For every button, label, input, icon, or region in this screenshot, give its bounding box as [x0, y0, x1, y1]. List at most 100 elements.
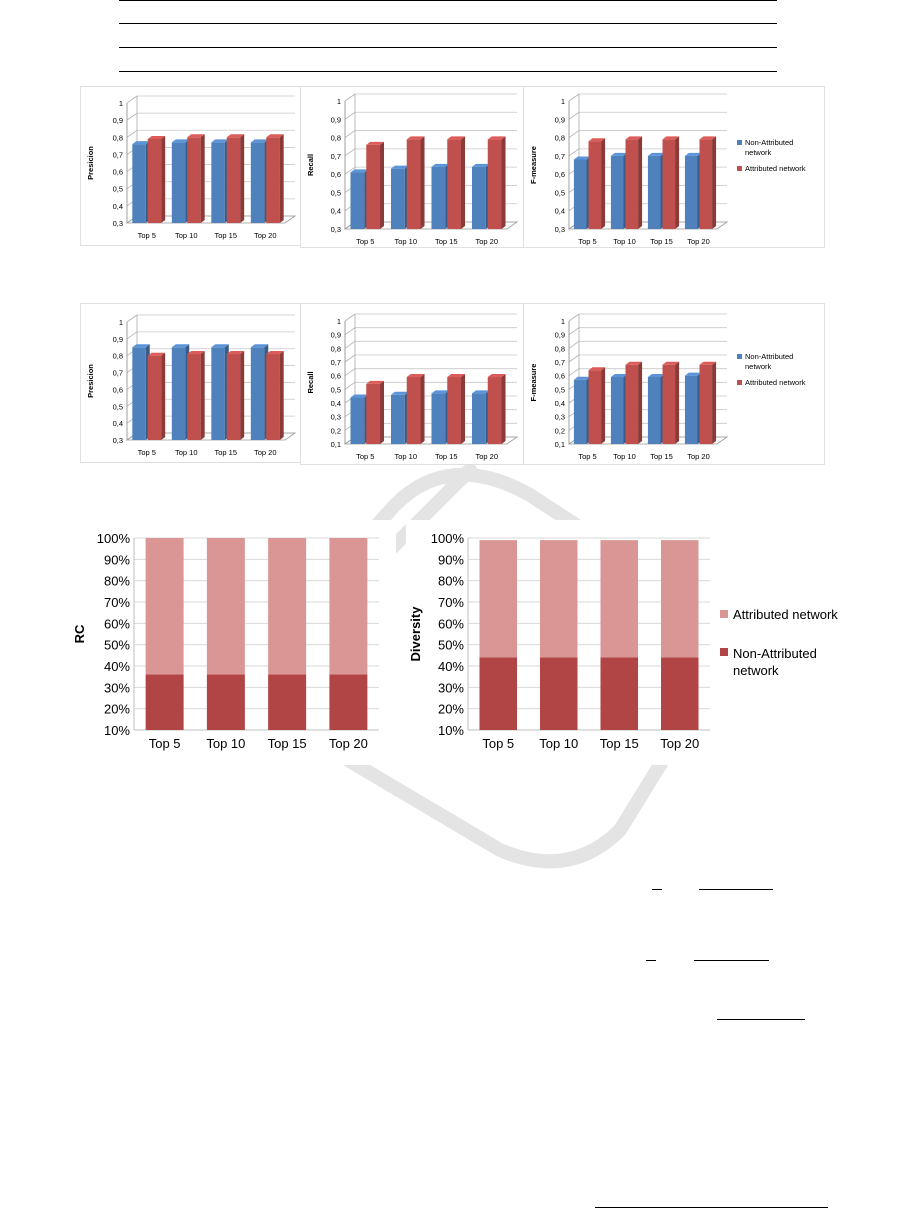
equation-fraction-bar [699, 889, 773, 890]
legend-swatch [737, 380, 742, 385]
bar-top [250, 139, 269, 143]
bar-top [662, 361, 680, 365]
y-axis-title: Recall [306, 371, 315, 393]
bar-front [266, 354, 280, 440]
bar-segment-non-attributed [479, 657, 518, 730]
x-tick-label: Top 15 [600, 736, 639, 751]
y-tick-label: 0,5 [555, 188, 565, 197]
bar-side [161, 136, 166, 223]
legend-swatch [720, 610, 728, 618]
gridline-diagonal [344, 354, 356, 363]
y-axis-title: Presicion [86, 364, 95, 398]
bar-front [447, 377, 462, 444]
bar-front [226, 137, 241, 223]
x-tick-label: Top 5 [149, 736, 181, 751]
legend-label: Attributed network [745, 378, 806, 387]
bar-top [699, 361, 717, 365]
bar-top [487, 136, 506, 140]
equation-fraction-bar [652, 889, 662, 890]
y-tick-label: 1 [119, 318, 123, 327]
bar-side [200, 351, 205, 440]
chart-recall-top: 0,3 0,4 0,5 0,6 0,7 0,8 0,9 1 Recall Top 5 Top 10 T… [300, 86, 528, 248]
y-tick-label: 0,5 [331, 385, 341, 394]
x-tick-label: Top 5 [482, 736, 514, 751]
y-tick-label: 0,3 [113, 436, 123, 445]
bar-front [647, 377, 661, 444]
bar-top [471, 390, 490, 394]
bar-top [487, 374, 506, 378]
gridline-diagonal [344, 327, 356, 335]
y-axis-title: Presicion [86, 146, 95, 180]
gridline-diagonal [126, 129, 138, 138]
bar-front [132, 144, 146, 223]
gridline-diagonal [126, 112, 138, 121]
gridline-diagonal [344, 382, 356, 390]
x-tick-label: Top 5 [578, 452, 596, 461]
y-tick-label: 0,9 [555, 115, 565, 124]
bar-front [226, 354, 241, 440]
bar-segment-attributed [479, 540, 518, 658]
chart-svg: 10% 20% 30% 40% 50% 60% 70% 80% 90% 100% Diversity… [408, 531, 838, 751]
bar-front [187, 354, 201, 440]
chart-recall-bottom: 0,1 0,2 0,3 0,4 0,5 0,6 0,7 0,8 0,9 1 Recall Top 5 T… [300, 303, 528, 465]
y-tick-label: 0,8 [113, 352, 123, 361]
bar-top [211, 139, 229, 143]
bar-segment-attributed [268, 538, 307, 675]
gridline-diagonal [568, 111, 580, 120]
bar-front [662, 139, 676, 229]
bar-front [447, 139, 462, 229]
bar-front [431, 166, 446, 229]
bar-front [390, 168, 405, 229]
y-tick-label: 80% [104, 574, 130, 589]
bar-front [588, 141, 602, 229]
bar-top [573, 156, 591, 160]
bar-top [610, 152, 628, 156]
bar-front [147, 139, 162, 223]
y-tick-label: 50% [104, 638, 130, 653]
y-tick-label: 40% [438, 659, 464, 674]
x-tick-label: Top 10 [613, 452, 636, 461]
y-tick-label: 0,9 [555, 331, 565, 340]
gridline-diagonal [126, 331, 138, 340]
legend-label-cont: network [733, 663, 779, 678]
bar-side [380, 380, 385, 444]
legend-label: Attributed network [745, 164, 806, 173]
bar-top [447, 374, 466, 378]
x-tick-label: Top 15 [214, 448, 237, 457]
y-tick-label: 1 [561, 97, 565, 106]
x-tick-label: Top 5 [356, 452, 374, 461]
y-tick-label: 80% [438, 574, 464, 589]
bar-top [132, 344, 150, 348]
y-tick-label: 0,6 [331, 170, 341, 179]
bar-front [250, 142, 265, 223]
bar-segment-attributed [206, 538, 245, 675]
y-axis-title: Recall [306, 154, 315, 176]
bar-side [279, 134, 284, 223]
legend-swatch [737, 354, 742, 359]
y-axis-title: F-measure [529, 364, 538, 402]
gridline-diagonal [344, 341, 356, 349]
bar-front [350, 172, 365, 229]
y-tick-label: 0,3 [331, 413, 341, 422]
bar-segment-attributed [600, 540, 639, 658]
bar-side [461, 374, 466, 444]
bar-side [712, 361, 717, 444]
y-tick-label: 0,6 [555, 372, 565, 381]
bar-top [390, 165, 409, 169]
chart-svg: 0,1 0,2 0,3 0,4 0,5 0,6 0,7 0,8 0,9 1 Recall Top 5 T… [306, 313, 519, 461]
legend-label: Non-Attributed [733, 646, 817, 661]
y-tick-label: 20% [104, 702, 130, 717]
bar-side [675, 361, 680, 444]
bar-segment-non-attributed [660, 657, 699, 730]
bar-top [171, 139, 190, 143]
chart-rc: 10% 20% 30% 40% 50% 60% 70% 80% 90% 100% RC Top 5 To… [72, 520, 396, 765]
bar-segment-attributed [145, 538, 184, 675]
y-tick-label: 0,6 [113, 168, 123, 177]
legend-label: Non-Attributed [745, 352, 793, 361]
gridline-diagonal [344, 111, 356, 120]
bar-front [662, 364, 676, 444]
bar-front [132, 347, 146, 440]
y-tick-label: 0,1 [555, 440, 565, 449]
bar-front [487, 139, 502, 229]
chart-fmeasure-bottom: 0,1 0,2 0,3 0,4 0,5 0,6 0,7 0,8 0,9 1 F-measure Top… [523, 303, 825, 465]
